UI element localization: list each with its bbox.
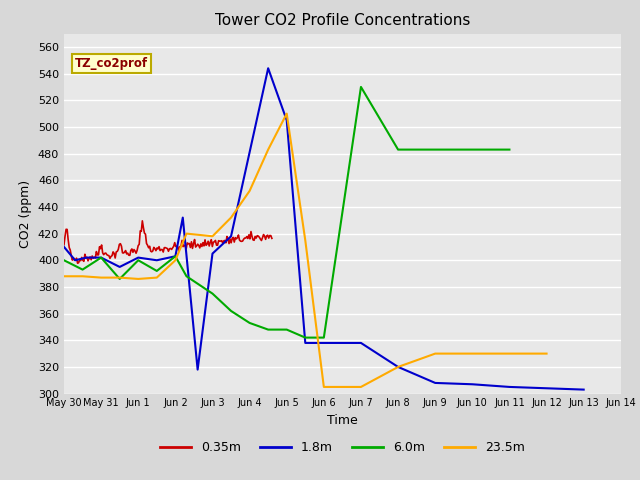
Title: Tower CO2 Profile Concentrations: Tower CO2 Profile Concentrations [214, 13, 470, 28]
X-axis label: Time: Time [327, 414, 358, 427]
Legend: 0.35m, 1.8m, 6.0m, 23.5m: 0.35m, 1.8m, 6.0m, 23.5m [155, 436, 530, 459]
Text: TZ_co2prof: TZ_co2prof [75, 57, 148, 70]
Y-axis label: CO2 (ppm): CO2 (ppm) [19, 180, 33, 248]
